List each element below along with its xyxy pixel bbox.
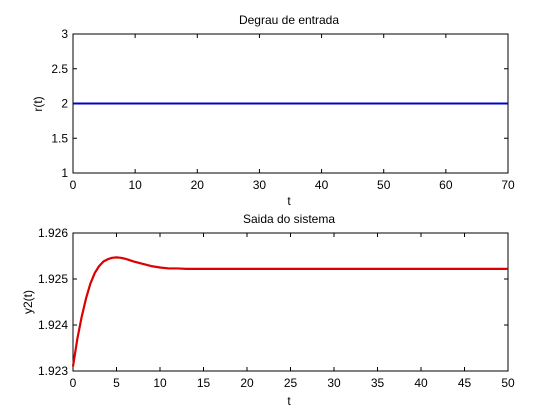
bottom-y-label: y2(t): [21, 290, 35, 314]
bottom-plot-area: [72, 232, 509, 372]
chart-bottom: Saida do sistema 0 5 10 15 20 25 30 35 40 45 50 1.9…: [21, 212, 515, 408]
bottom-x-tick-label: 35: [371, 376, 385, 390]
top-y-tick-label: 1.5: [51, 131, 68, 145]
bottom-x-tick-label: 25: [284, 376, 298, 390]
bottom-x-tick-label: 45: [458, 376, 472, 390]
top-x-tick-label: 40: [315, 178, 329, 192]
top-x-tick-label: 20: [191, 178, 205, 192]
bottom-y-tick-label: 1.923: [38, 364, 68, 378]
top-chart-title: Degrau de entrada: [239, 13, 339, 27]
bottom-x-label: t: [287, 394, 291, 408]
bottom-y-tick-label: 1.925: [38, 272, 68, 286]
top-x-tick-label: 70: [501, 178, 515, 192]
top-x-tick-label: 30: [253, 178, 267, 192]
chart-top: Degrau de entrada 0 10 20 30 40 50 60 70 1 1.5 2 2.…: [31, 13, 515, 208]
bottom-chart-title: Saida do sistema: [243, 212, 335, 226]
bottom-x-tick-label: 20: [240, 376, 254, 390]
top-y-tick-label: 3: [61, 27, 68, 41]
bottom-x-tick-label: 0: [70, 376, 77, 390]
bottom-x-tick-label: 50: [501, 376, 515, 390]
top-y-label: r(t): [31, 96, 45, 111]
bottom-x-tick-label: 40: [414, 376, 428, 390]
top-x-tick-label: 0: [70, 178, 77, 192]
top-x-tick-label: 50: [377, 178, 391, 192]
top-x-tick-label: 10: [128, 178, 142, 192]
top-x-label: t: [287, 194, 291, 208]
top-ticks: 0 10 20 30 40 50 60 70 1 1.5 2 2.5 3: [51, 27, 515, 192]
bottom-x-tick-label: 10: [153, 376, 167, 390]
bottom-x-tick-label: 15: [197, 376, 211, 390]
bottom-y-tick-label: 1.926: [38, 226, 68, 240]
bottom-y-tick-label: 1.924: [38, 318, 68, 332]
top-y-tick-label: 2: [61, 97, 68, 111]
bottom-x-tick-label: 30: [327, 376, 341, 390]
top-y-tick-label: 1: [61, 166, 68, 180]
top-x-tick-label: 60: [439, 178, 453, 192]
bottom-series-line-0: [71, 256, 508, 367]
bottom-ticks: 0 5 10 15 20 25 30 35 40 45 50 1.923 1.924 1.925 1.926: [38, 226, 515, 390]
bottom-x-tick-label: 5: [113, 376, 120, 390]
top-y-tick-label: 2.5: [51, 62, 68, 76]
bottom-series: [71, 256, 508, 367]
